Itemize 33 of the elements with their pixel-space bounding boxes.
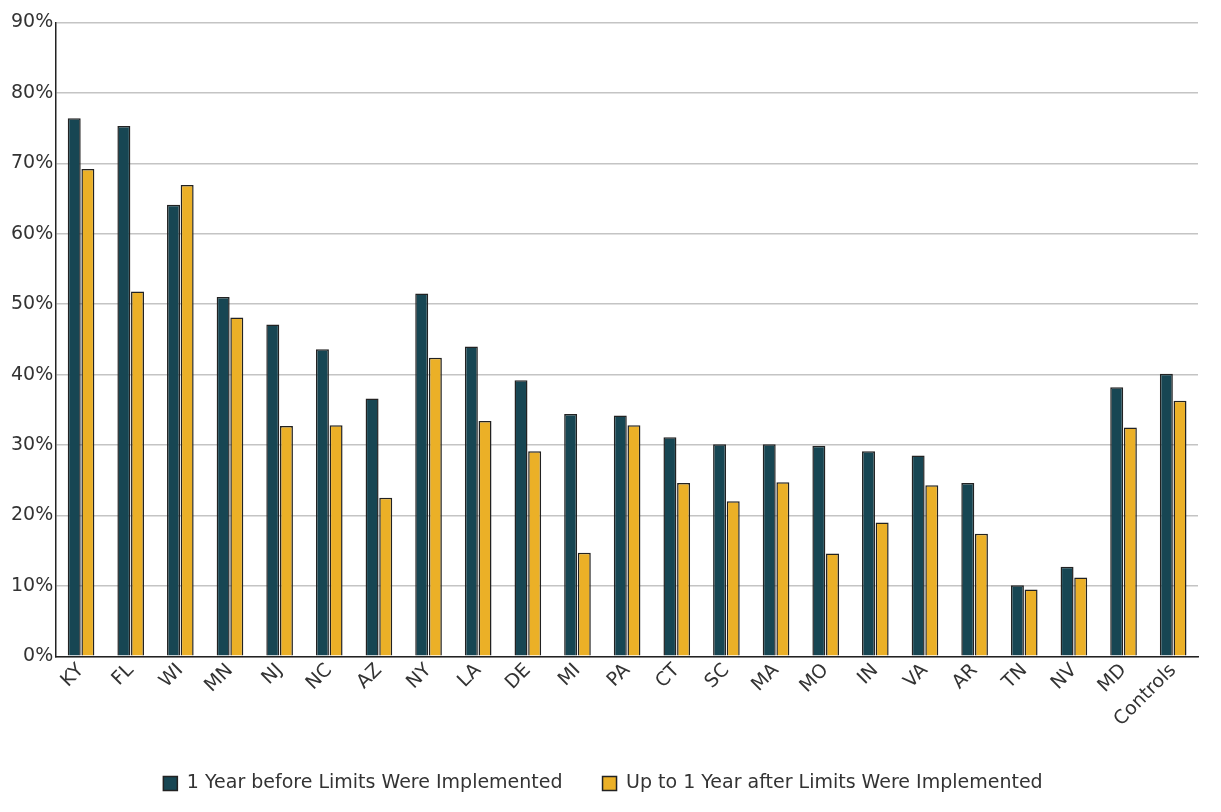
x-tick-label: AZ	[351, 658, 386, 693]
y-tick-label: 20%	[11, 502, 54, 525]
x-tick-label: LA	[451, 658, 485, 691]
x-tick-label: CT	[649, 657, 684, 692]
x-tick-label: KY	[55, 657, 88, 691]
x-tick-label: VA	[898, 658, 932, 692]
x-tick-label: NV	[1045, 658, 1081, 693]
x-tick-label: AR	[946, 658, 981, 693]
y-tick-label: 10%	[11, 572, 54, 595]
y-tick-label: 80%	[11, 79, 54, 102]
y-tick-label: 50%	[11, 291, 54, 314]
y-tick-label: 0%	[23, 643, 54, 666]
y-tick-label: 70%	[11, 150, 54, 173]
y-tick-label: 90%	[11, 9, 54, 32]
x-tick-label: NC	[300, 658, 336, 694]
y-tick-label: 40%	[11, 361, 54, 384]
x-tick-label: IN	[852, 658, 882, 688]
x-tick-label: DE	[499, 658, 535, 693]
x-tick-label: MO	[794, 658, 832, 696]
x-tick-label: TN	[996, 658, 1031, 693]
legend-label: 1 Year before Limits Were Implemented	[186, 770, 563, 793]
x-tick-label: MA	[746, 658, 783, 695]
x-tick-label: NY	[401, 657, 436, 692]
x-tick-label: MI	[552, 658, 584, 690]
x-tick-label: FL	[106, 657, 138, 689]
x-tick-label: SC	[699, 658, 733, 692]
x-tick-label: WI	[153, 658, 187, 691]
x-tick-label: PA	[601, 658, 634, 691]
y-tick-label: 30%	[11, 431, 54, 454]
y-tick-label: 60%	[11, 220, 54, 243]
x-tick-label: NJ	[256, 658, 286, 688]
legend-label: Up to 1 Year after Limits Were Implemented	[626, 770, 1043, 793]
x-tick-label: MN	[199, 658, 237, 696]
